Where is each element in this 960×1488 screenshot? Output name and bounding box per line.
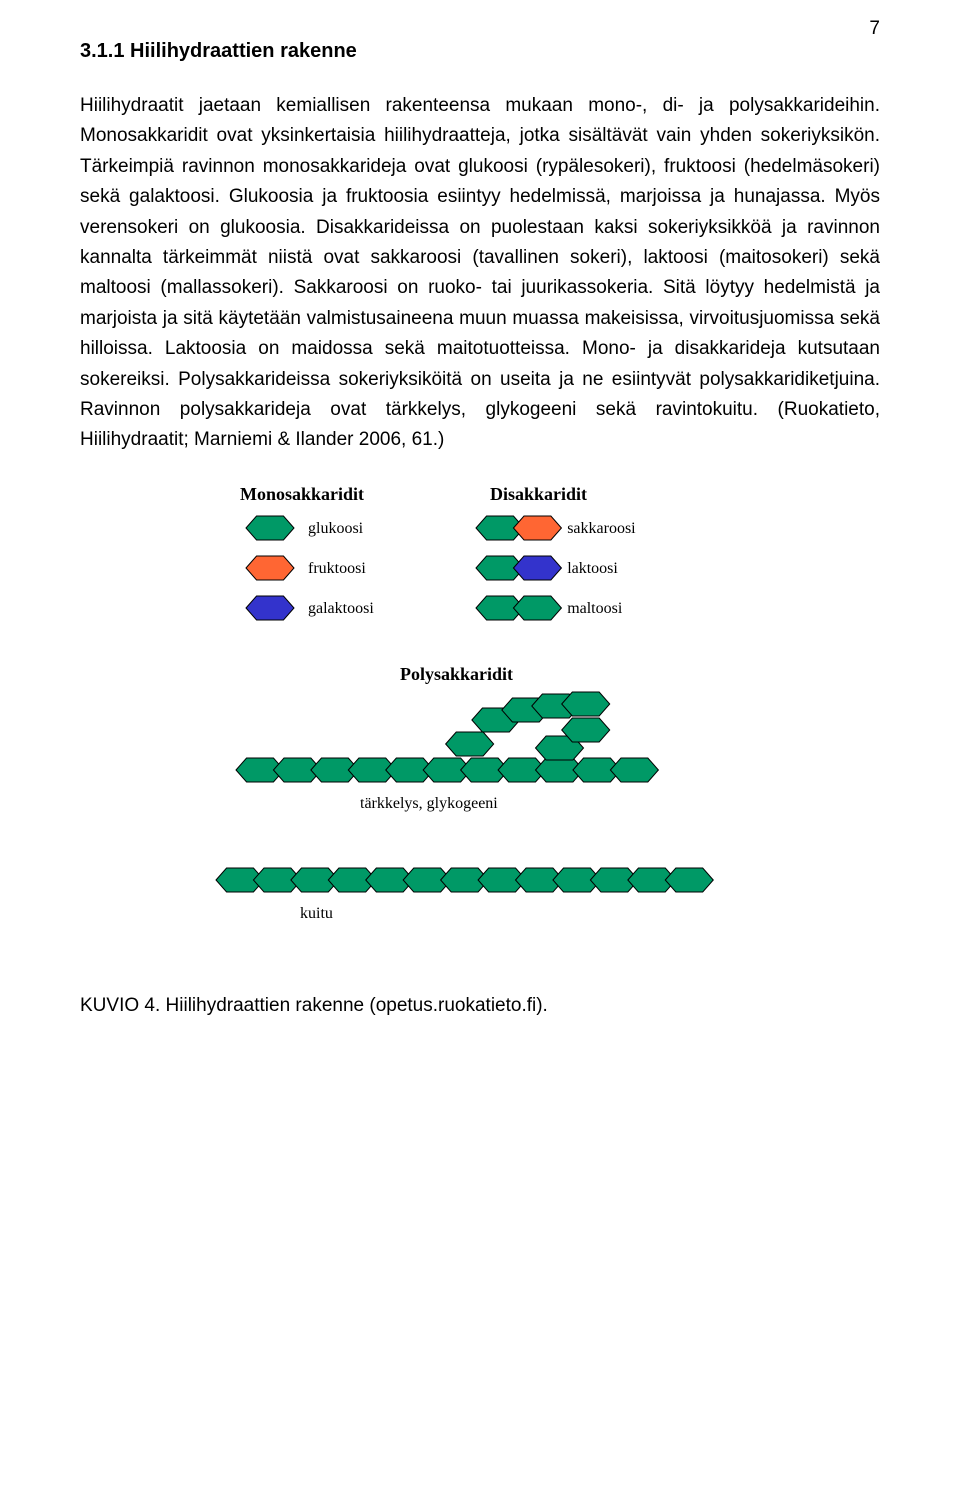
svg-text:sakkaroosi: sakkaroosi xyxy=(567,520,636,537)
carbohydrate-diagram: Monosakkaridit Disakkaridit glukoosi frukto… xyxy=(200,480,760,945)
svg-text:kuitu: kuitu xyxy=(300,905,333,922)
svg-text:Monosakkaridit: Monosakkaridit xyxy=(240,484,364,504)
svg-text:Polysakkaridit: Polysakkaridit xyxy=(400,664,513,684)
svg-text:tärkkelys, glykogeeni: tärkkelys, glykogeeni xyxy=(360,795,498,812)
figure-caption: KUVIO 4. Hiilihydraattien rakenne (opetu… xyxy=(80,995,880,1017)
body-paragraph: Hiilihydraatit jaetaan kemiallisen raken… xyxy=(80,91,880,456)
svg-text:Disakkaridit: Disakkaridit xyxy=(490,484,587,504)
svg-text:galaktoosi: galaktoosi xyxy=(308,600,374,617)
svg-text:fruktoosi: fruktoosi xyxy=(308,560,366,577)
svg-text:maltoosi: maltoosi xyxy=(567,600,623,617)
section-heading: 3.1.1 Hiilihydraattien rakenne xyxy=(80,40,880,63)
svg-text:laktoosi: laktoosi xyxy=(567,560,618,577)
svg-text:glukoosi: glukoosi xyxy=(308,520,364,537)
page-number: 7 xyxy=(869,18,880,40)
